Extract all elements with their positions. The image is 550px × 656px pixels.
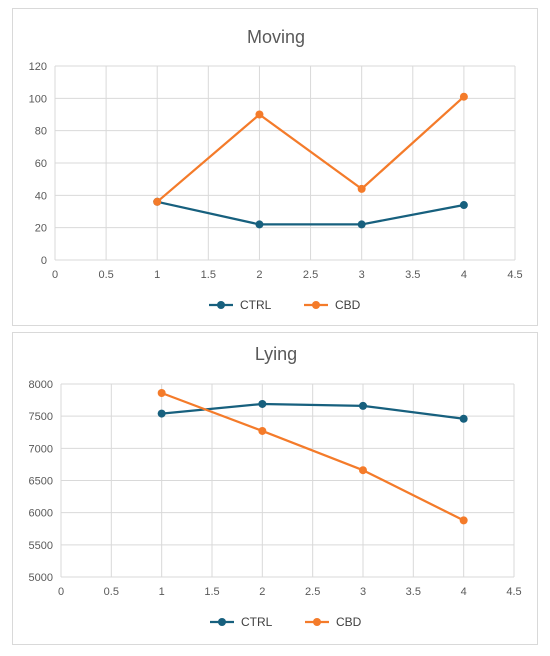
series-line-ctrl	[161, 402, 464, 420]
y-tick-label: 20	[35, 223, 47, 235]
data-point-ctrl	[258, 399, 267, 408]
series-line-cbd	[161, 391, 465, 522]
y-tick-label: 40	[35, 190, 47, 202]
legend-label-ctrl: CTRL	[240, 298, 272, 312]
x-tick-label: 0.5	[98, 269, 113, 281]
moving-chart: Moving 0 20 40 60 80 100 120 0 0.5 1 1.5 2 2.5 3 3.5 4…	[29, 27, 523, 312]
x-tick-label: 2	[256, 269, 262, 281]
y-tick-label: 6000	[29, 508, 53, 520]
data-point-ctrl	[157, 409, 166, 418]
series-line-cbd	[156, 95, 465, 203]
legend-marker-ctrl	[217, 301, 225, 309]
x-tick-label: 0.5	[104, 586, 119, 598]
legend-label-cbd: CBD	[336, 615, 362, 629]
data-point-ctrl	[359, 401, 367, 410]
x-tick-label: 4.5	[506, 586, 521, 598]
y-tick-label: 100	[29, 93, 47, 105]
data-point-ctrl	[357, 220, 366, 229]
x-tick-label: 2.5	[305, 586, 320, 598]
x-tick-label: 3	[359, 269, 365, 281]
y-tick-label: 60	[35, 158, 47, 170]
chart-title: Lying	[255, 344, 297, 364]
y-tick-label: 80	[35, 126, 47, 138]
y-tick-label: 5500	[29, 540, 53, 552]
x-tick-label: 0	[52, 269, 58, 281]
x-tick-label: 1	[154, 269, 160, 281]
y-tick-label: 0	[41, 255, 47, 267]
y-tick-label: 7000	[29, 443, 53, 455]
x-tick-label: 2	[259, 586, 265, 598]
data-point-cbd	[459, 92, 468, 101]
legend-marker-cbd	[312, 301, 320, 309]
y-tick-label: 5000	[29, 572, 53, 584]
x-tick-label: 3	[360, 586, 366, 598]
x-tick-label: 4.5	[507, 269, 522, 281]
moving-chart-panel: Moving 0 20 40 60 80 100 120 0 0.5 1 1.5 2 2.5 3 3.5 4…	[12, 8, 538, 326]
data-point-cbd	[157, 389, 166, 398]
lying-chart: Lying 5000 5500 6000 6500 7000 7500 8000 0 0.5 1…	[29, 344, 522, 629]
legend-label-cbd: CBD	[335, 298, 361, 312]
x-tick-label: 3.5	[406, 586, 421, 598]
x-tick-label: 2.5	[303, 269, 318, 281]
x-tick-label: 4	[461, 269, 467, 281]
data-point-cbd	[255, 110, 264, 119]
y-tick-label: 7500	[29, 411, 53, 423]
data-point-cbd	[359, 466, 367, 475]
lying-chart-panel: Lying 5000 5500 6000 6500 7000 7500 8000 0 0.5 1…	[12, 332, 538, 645]
data-point-ctrl	[459, 414, 468, 423]
x-tick-label: 4	[461, 586, 467, 598]
chart-title: Moving	[247, 27, 305, 47]
x-tick-label: 1.5	[204, 586, 219, 598]
data-point-ctrl	[255, 220, 264, 229]
legend-marker-ctrl	[218, 618, 226, 626]
data-point-cbd	[153, 197, 162, 206]
x-tick-label: 1.5	[201, 269, 216, 281]
x-tick-label: 0	[58, 586, 64, 598]
y-tick-label: 120	[29, 61, 47, 73]
y-tick-label: 6500	[29, 476, 53, 488]
data-point-cbd	[258, 426, 267, 435]
series-line-ctrl	[156, 200, 465, 226]
x-tick-label: 1	[159, 586, 165, 598]
data-point-ctrl	[459, 201, 468, 210]
x-tick-label: 3.5	[405, 269, 420, 281]
data-point-cbd	[357, 184, 366, 193]
legend-marker-cbd	[313, 618, 321, 626]
data-point-cbd	[459, 516, 468, 525]
y-tick-label: 8000	[29, 379, 53, 391]
legend-label-ctrl: CTRL	[241, 615, 273, 629]
